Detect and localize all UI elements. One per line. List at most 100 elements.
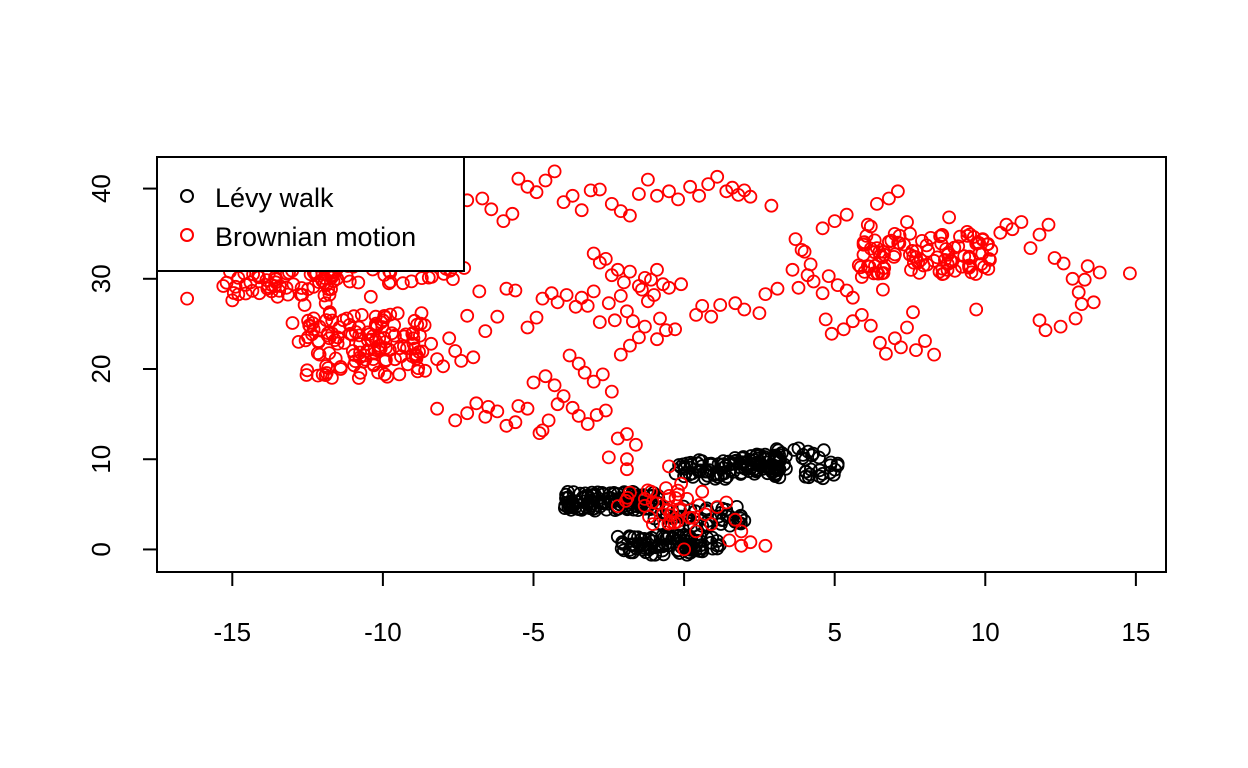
- data-point: [454, 353, 469, 368]
- data-point: [623, 264, 637, 279]
- y-tick-label: 30: [86, 264, 116, 293]
- data-point: [613, 288, 628, 303]
- data-point: [505, 206, 520, 221]
- data-point: [312, 347, 327, 362]
- data-point: [562, 348, 577, 363]
- data-point: [547, 378, 562, 393]
- data-point: [951, 239, 966, 254]
- data-point: [1077, 272, 1092, 287]
- data-point: [695, 298, 710, 313]
- data-point: [392, 367, 407, 382]
- data-point: [845, 314, 860, 329]
- data-point: [550, 397, 565, 412]
- data-point: [656, 507, 670, 522]
- data-point: [538, 369, 553, 384]
- data-point: [601, 450, 616, 465]
- data-point: [1023, 241, 1038, 256]
- data-point: [635, 538, 650, 553]
- data-point: [873, 335, 887, 350]
- data-point: [345, 327, 360, 342]
- data-point: [864, 241, 878, 256]
- data-point: [722, 533, 737, 548]
- data-point: [315, 367, 330, 382]
- data-point: [286, 277, 301, 292]
- data-point: [319, 359, 334, 373]
- data-point: [418, 363, 433, 378]
- data-point: [526, 375, 541, 390]
- data-point: [1056, 256, 1071, 271]
- data-point: [731, 515, 746, 530]
- data-point: [704, 517, 719, 532]
- data-point: [879, 346, 893, 361]
- data-point: [749, 455, 764, 470]
- data-point: [414, 306, 429, 321]
- data-point: [727, 456, 742, 471]
- data-point: [753, 448, 767, 463]
- data-point: [481, 399, 496, 414]
- data-point: [659, 323, 673, 338]
- data-point: [788, 232, 803, 247]
- data-point: [698, 507, 713, 522]
- data-point: [377, 367, 392, 382]
- data-point: [375, 313, 390, 328]
- data-point: [360, 333, 375, 348]
- data-point: [585, 501, 600, 516]
- data-point: [921, 243, 935, 258]
- data-point: [520, 320, 535, 335]
- data-point: [710, 541, 725, 556]
- data-point: [839, 207, 854, 222]
- data-point: [919, 238, 934, 253]
- data-point: [960, 224, 975, 239]
- data-point: [906, 305, 920, 320]
- data-point: [330, 336, 345, 351]
- data-point: [1053, 319, 1068, 334]
- data-point: [610, 499, 625, 514]
- data-point: [851, 258, 866, 273]
- data-point: [969, 302, 984, 317]
- data-point: [430, 401, 445, 416]
- data-point: [964, 265, 979, 280]
- data-point: [752, 306, 767, 321]
- data-point: [475, 191, 490, 206]
- data-point: [636, 543, 651, 557]
- data-point: [945, 254, 960, 269]
- data-point: [644, 272, 658, 287]
- data-point: [613, 347, 628, 362]
- data-point: [460, 308, 475, 323]
- data-point: [216, 279, 231, 293]
- data-point: [918, 334, 932, 348]
- data-point: [562, 494, 577, 509]
- data-point: [805, 448, 819, 463]
- data-point: [705, 541, 720, 556]
- data-point: [508, 283, 523, 298]
- data-point: [620, 304, 634, 319]
- data-point: [406, 325, 420, 340]
- data-point: [547, 164, 562, 179]
- data-point: [285, 316, 300, 330]
- data-point: [591, 491, 606, 506]
- data-point: [448, 344, 463, 358]
- data-point: [294, 281, 309, 295]
- data-point: [728, 512, 743, 527]
- data-point: [610, 529, 625, 544]
- data-point: [863, 318, 878, 333]
- data-point: [623, 208, 637, 223]
- data-point: [671, 192, 685, 207]
- data-point: [324, 370, 339, 385]
- data-point: [620, 427, 634, 441]
- data-point: [927, 347, 941, 362]
- data-point: [863, 219, 878, 234]
- data-point: [374, 315, 389, 330]
- data-point: [680, 491, 694, 506]
- data-point: [662, 459, 676, 474]
- data-point: [668, 322, 682, 337]
- data-point: [448, 413, 463, 428]
- data-point: [595, 367, 610, 382]
- data-point: [701, 177, 716, 192]
- data-point: [351, 275, 366, 290]
- data-point: [586, 284, 601, 299]
- data-point: [650, 496, 664, 511]
- data-point: [758, 287, 773, 302]
- data-point: [478, 409, 493, 424]
- data-point: [1014, 215, 1029, 229]
